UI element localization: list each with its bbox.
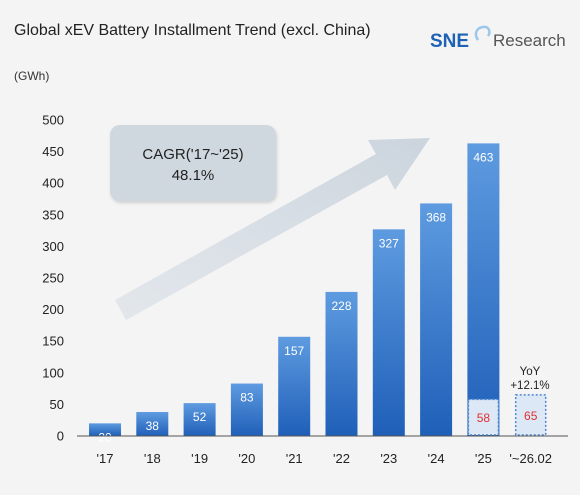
highlight-value-label: 58 [477, 411, 491, 425]
x-tick-label: '20 [238, 451, 255, 466]
bar [325, 291, 358, 436]
y-tick-label: 250 [42, 271, 64, 286]
brand-logo-sne: SNE [430, 31, 469, 52]
bar-value-label: 157 [284, 344, 304, 358]
bar-value-label: 463 [473, 150, 493, 164]
brand-swoosh-icon [474, 25, 491, 41]
bars: 20 38 52 83 157 228 327 368 463 58 65 [89, 143, 547, 444]
x-tick-label: '~26.02 [509, 451, 552, 466]
bar [136, 411, 169, 436]
bar [230, 383, 263, 436]
y-tick-label: 100 [42, 365, 64, 380]
bar-value-label: 52 [193, 410, 207, 424]
bar [420, 203, 453, 436]
cagr-callout-title: CAGR('17~'25) [142, 146, 243, 163]
yoy-value: +12.1% [510, 380, 549, 392]
bar-value-label: 20 [98, 430, 112, 444]
bar-value-label: 368 [426, 210, 446, 224]
bar [372, 229, 405, 436]
cagr-callout: CAGR('17~'25) 48.1% [110, 125, 276, 201]
y-tick-label: 450 [42, 144, 64, 159]
bar-value-label: 327 [379, 236, 399, 250]
y-tick-label: 350 [42, 207, 64, 222]
highlight-bar [467, 398, 500, 436]
x-tick-label: '25 [475, 451, 492, 466]
y-tick-label: 150 [42, 334, 64, 349]
growth-arrow [115, 138, 430, 320]
y-axis: 0 50 100 150 200 250 300 350 400 450 500 [42, 113, 64, 444]
growth-arrow-shape [115, 138, 430, 320]
y-tick-label: 50 [50, 397, 64, 412]
chart-title: Global xEV Battery Installment Trend (ex… [14, 22, 371, 39]
y-tick-label: 0 [57, 429, 64, 444]
cagr-callout-value: 48.1% [172, 167, 215, 184]
x-tick-label: '19 [191, 451, 208, 466]
x-tick-label: '22 [333, 451, 350, 466]
bar [89, 423, 121, 436]
x-tick-label: '24 [428, 451, 445, 466]
bar-value-label: 83 [240, 391, 254, 405]
x-axis: '17 '18 '19 '20 '21 '22 '23 '24 '25 '~26.02 [97, 451, 552, 466]
y-tick-label: 200 [42, 302, 64, 317]
x-tick-label: '21 [286, 451, 303, 466]
bar-value-label: 38 [146, 419, 160, 433]
highlight-value-label: 65 [524, 409, 538, 423]
brand-logo: SNE Research [430, 25, 566, 52]
y-tick-label: 500 [42, 113, 64, 128]
bar [467, 143, 500, 436]
x-tick-label: '23 [380, 451, 397, 466]
cagr-callout-box [110, 125, 276, 201]
yoy-label: YoY [520, 366, 541, 378]
y-axis-unit-label: (GWh) [14, 69, 49, 83]
brand-logo-research: Research [493, 31, 566, 50]
y-tick-label: 400 [42, 176, 64, 191]
bar [183, 403, 216, 436]
bar-value-label: 228 [331, 299, 351, 313]
x-tick-label: '17 [97, 451, 114, 466]
bar [278, 336, 311, 436]
x-tick-label: '18 [144, 451, 161, 466]
highlight-bar [514, 394, 547, 436]
y-tick-label: 300 [42, 239, 64, 254]
